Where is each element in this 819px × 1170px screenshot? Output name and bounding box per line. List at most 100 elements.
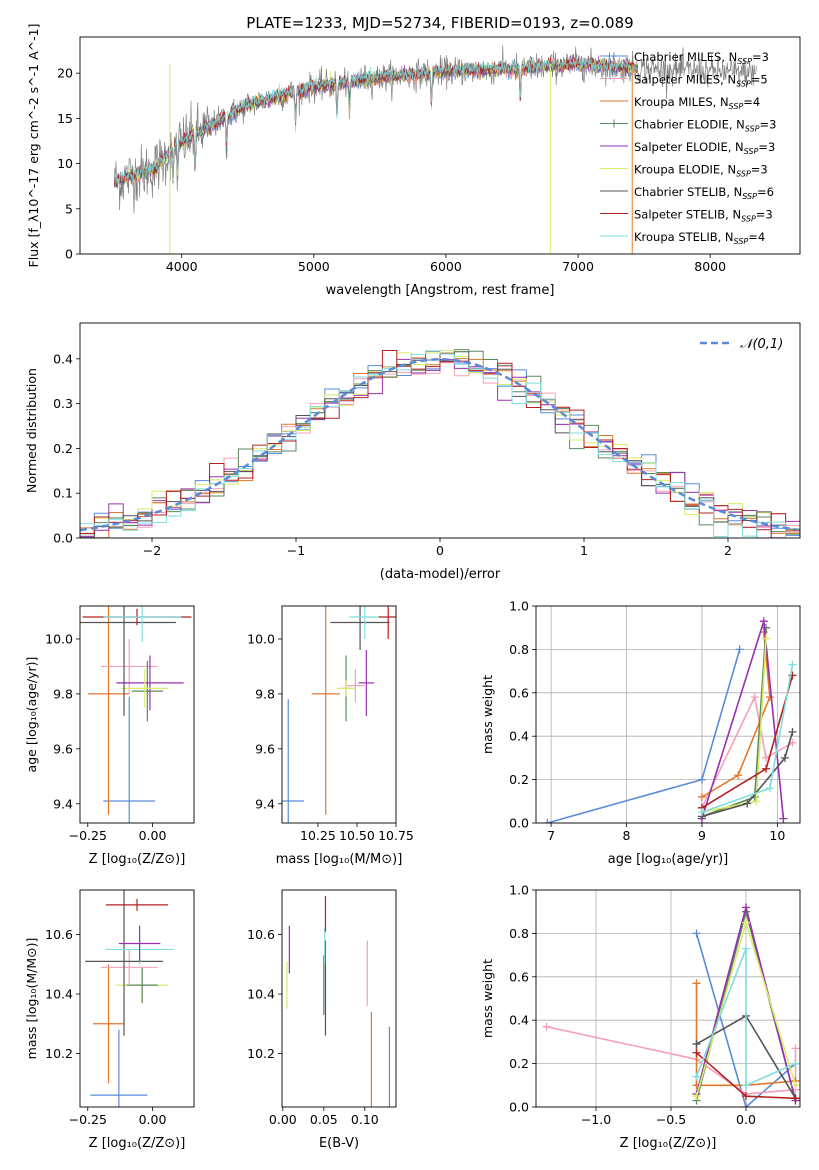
weight-point [759, 617, 768, 626]
plot-area [80, 606, 192, 823]
y-tick-label: 1.0 [509, 599, 529, 614]
y-tick-label: 9.8 [255, 686, 275, 701]
x-tick-label: −0.25 [69, 1112, 107, 1127]
y-tick-label: 9.4 [53, 796, 73, 811]
axes: 4000 5000 6000 7000 8000 0 5 10 15 20 wavelength [… [26, 24, 801, 298]
x-tick-label: 10.50 [339, 828, 375, 843]
x-tick-label: 0.0 [736, 1112, 756, 1127]
x-axis-label: (data-model)/error [380, 567, 501, 582]
y-tick-label: 10.2 [247, 1046, 275, 1061]
x-tick-label: 10.75 [378, 828, 414, 843]
plot-panel-1: −2 −1 0 1 2 0.0 0.1 0.2 0.3 0.4 (data-model)/error… [24, 322, 801, 582]
plot-area [543, 617, 797, 823]
y-tick-label: 9.4 [255, 796, 275, 811]
axes: −1.0 −0.5 0.0 0.0 0.2 0.4 0.6 0.8 1.0 Z [log₁₀(Z/… [480, 883, 801, 1151]
x-tick-label: 10.25 [300, 828, 336, 843]
x-tick-label: 10 [769, 828, 785, 843]
weight-line-c3 [695, 983, 796, 1087]
x-tick-label: 8000 [694, 259, 726, 274]
figure-title: PLATE=1233, MJD=52734, FIBERID=0193, z=0… [246, 14, 633, 32]
histogram-c3 [80, 352, 800, 538]
x-tick-label: 0.00 [269, 1112, 297, 1127]
weight-line-c9 [701, 664, 794, 813]
y-tick-label: 10.4 [247, 987, 275, 1002]
axes: −0.25 0.00 9.4 9.6 9.8 10.0 Z [log₁₀(Z/Z⊙)] age… [24, 605, 195, 867]
weight-line-c3 [701, 631, 771, 798]
weight-point [697, 775, 706, 784]
weight-point [692, 1040, 701, 1049]
axes-frame [79, 605, 195, 824]
x-tick-label: 8 [623, 828, 631, 843]
plot-panel-2: −0.25 0.00 9.4 9.6 9.8 10.0 Z [log₁₀(Z/Z⊙)] age… [24, 605, 195, 867]
x-tick-label: 7 [547, 828, 555, 843]
weight-line-c9 [695, 948, 796, 1087]
x-tick-label: −0.5 [656, 1112, 686, 1127]
x-axis-label: E(B-V) [319, 1136, 359, 1151]
y-tick-label: 10.0 [247, 631, 275, 646]
y-tick-label: 0.0 [509, 1100, 529, 1115]
weight-point [791, 1094, 800, 1103]
axes: 7 8 9 10 0.0 0.2 0.4 0.6 0.8 1.0 age [log₁₀(age/yr… [480, 599, 801, 867]
weight-point [743, 799, 752, 808]
histogram-c5 [80, 358, 800, 538]
axes: −0.25 0.00 10.2 10.4 10.6 Z [log₁₀(Z/Z⊙)] mass… [24, 889, 195, 1151]
legend-label: Salpeter ELODIE, NSSP=3 [634, 140, 775, 156]
axes: 10.25 10.50 10.75 9.4 9.6 9.8 10.0 mass [log₁₀(… [247, 605, 414, 867]
y-tick-label: 0.2 [509, 772, 529, 787]
y-tick-label: 0.3 [53, 396, 73, 411]
x-tick-label: 5000 [298, 259, 330, 274]
x-tick-label: −1 [287, 543, 305, 558]
axes-frame [281, 889, 397, 1108]
weight-point [742, 1103, 750, 1107]
weight-point [791, 1044, 800, 1053]
y-axis-label: mass [log₁₀(M/M⊙)] [24, 938, 39, 1060]
y-tick-label: 0.8 [509, 642, 529, 657]
y-axis-label: Flux [f_λ10^-17 erg cm^-2 s^-1 A^-1] [26, 24, 41, 268]
weight-point [765, 784, 774, 793]
weight-point [692, 1072, 701, 1081]
weight-line-c1 [695, 933, 797, 1107]
weight-point [692, 1092, 701, 1101]
plot-area [282, 606, 396, 823]
y-tick-label: 0.6 [509, 685, 529, 700]
x-tick-label: 6000 [430, 259, 462, 274]
x-axis-label: age [log₁₀(age/yr)] [608, 852, 729, 867]
legend-label: Kroupa ELODIE, NSSP=3 [634, 163, 768, 179]
y-tick-label: 1.0 [509, 883, 529, 898]
y-tick-label: 10 [57, 156, 73, 171]
weight-point [692, 1048, 701, 1057]
x-tick-label: 7000 [562, 259, 594, 274]
weight-point [788, 660, 797, 669]
plot-area [286, 895, 391, 1107]
weight-point [765, 693, 774, 702]
y-tick-label: 0.4 [509, 1013, 529, 1028]
y-tick-label: 15 [57, 111, 73, 126]
weight-point [791, 1059, 800, 1068]
x-tick-label: −0.25 [69, 828, 107, 843]
x-tick-label: −2 [143, 543, 161, 558]
y-tick-label: 10.4 [45, 987, 73, 1002]
grid [536, 889, 800, 1108]
weight-point [742, 1081, 750, 1090]
y-tick-label: 10.0 [45, 631, 73, 646]
legend-label: Chabrier ELODIE, NSSP=3 [634, 118, 776, 134]
plot-panel-7: −1.0 −0.5 0.0 0.0 0.2 0.4 0.6 0.8 1.0 Z [log₁₀(Z/… [480, 883, 801, 1151]
y-tick-label: 10.6 [45, 927, 73, 942]
x-axis-label: Z [log₁₀(Z/Z⊙)] [620, 1136, 717, 1151]
weight-point [543, 819, 552, 823]
weight-point [752, 797, 761, 806]
y-tick-label: 0.0 [53, 531, 73, 546]
weight-point [692, 929, 701, 938]
weight-point [742, 944, 750, 953]
plot-area [85, 890, 174, 1107]
x-tick-label: 0.10 [351, 1112, 379, 1127]
plot-panel-6: 0.00 0.05 0.10 10.2 10.4 10.6 E(B-V) [247, 889, 397, 1151]
x-axis-label: Z [log₁₀(Z/Z⊙)] [89, 852, 186, 867]
weight-point [692, 979, 701, 988]
y-tick-label: 0.4 [509, 729, 529, 744]
weight-point [742, 903, 750, 912]
weight-point [780, 753, 789, 762]
weight-point [762, 623, 771, 632]
x-tick-label: 9 [698, 828, 706, 843]
